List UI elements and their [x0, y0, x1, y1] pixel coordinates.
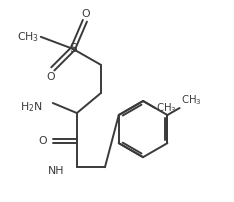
Text: CH$_3$: CH$_3$ [181, 93, 201, 107]
Text: CH$_3$: CH$_3$ [156, 101, 177, 115]
Text: O: O [47, 72, 55, 82]
Text: H$_2$N: H$_2$N [20, 100, 43, 114]
Text: CH$_3$: CH$_3$ [17, 30, 39, 44]
Text: NH: NH [48, 166, 65, 176]
Text: S: S [69, 42, 77, 55]
Text: O: O [82, 9, 90, 19]
Text: O: O [38, 136, 47, 146]
